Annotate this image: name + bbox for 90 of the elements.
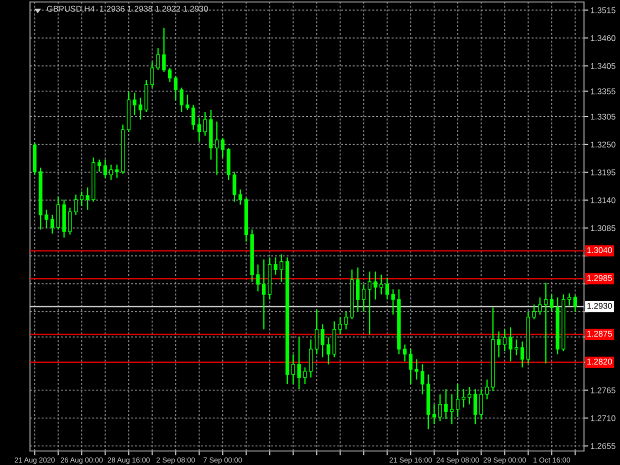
candlestick <box>438 394 442 422</box>
ref-line-label: 1.2985 <box>587 275 612 281</box>
y-tick-label: 1.2765 <box>590 387 616 394</box>
candlestick <box>192 104 196 130</box>
candlestick <box>473 388 478 425</box>
candlestick <box>420 364 424 395</box>
candlestick <box>344 311 348 330</box>
candlestick <box>468 386 472 405</box>
candlestick <box>414 358 418 380</box>
candlestick <box>44 209 48 228</box>
candlestick <box>56 196 60 230</box>
candlestick <box>432 404 436 425</box>
candlestick <box>502 328 507 352</box>
y-tick-label: 1.3195 <box>590 169 616 176</box>
y-tick-label: 1.3250 <box>590 142 616 148</box>
candlestick <box>186 94 190 111</box>
candlestick <box>280 254 284 282</box>
candlestick <box>180 87 184 113</box>
candlestick <box>238 188 242 206</box>
candlestick <box>368 270 372 336</box>
candlestick <box>74 194 78 216</box>
candlestick <box>98 158 102 172</box>
candlestick <box>356 266 360 312</box>
candlestick <box>109 164 113 180</box>
candlestick <box>444 388 448 420</box>
candlestick <box>256 264 260 292</box>
y-tick-label: 1.3085 <box>590 225 616 232</box>
candlestick <box>567 292 572 306</box>
candlestick <box>86 186 90 210</box>
candlestick <box>314 308 319 355</box>
candlestick <box>326 336 330 365</box>
candlestick <box>68 207 72 236</box>
candlestick <box>508 326 512 362</box>
candlestick <box>462 388 466 408</box>
candlestick <box>456 383 460 418</box>
chart-title: GBPUSD,H4 1.2936 1.2938 1.2922 1.2930 <box>47 6 208 13</box>
candlestick <box>303 366 307 385</box>
candlestick <box>485 378 489 400</box>
y-tick-label: 1.3355 <box>590 88 616 94</box>
y-tick-label: 1.3405 <box>590 63 616 69</box>
candlestick <box>544 282 548 364</box>
candlestick <box>538 296 542 316</box>
candlestick <box>309 338 313 378</box>
candlestick <box>232 171 236 202</box>
candlestick <box>50 214 54 234</box>
candlestick <box>374 270 378 300</box>
candlestick <box>80 190 84 206</box>
candlestick <box>338 316 342 336</box>
candlestick <box>391 288 395 316</box>
candlestick <box>138 97 142 120</box>
candlestick <box>291 354 296 385</box>
candlestick <box>403 344 407 362</box>
candlestick <box>380 274 384 296</box>
y-tick-label: 1.2710 <box>590 415 616 422</box>
candlestick <box>297 336 301 390</box>
candlestick <box>450 394 454 425</box>
ref-line-label: 1.2820 <box>587 358 612 365</box>
y-tick-label: 1.3460 <box>590 35 616 42</box>
candlestick <box>385 277 390 300</box>
candlestick <box>168 67 172 83</box>
candlestick <box>573 294 578 312</box>
candlestick <box>532 304 536 320</box>
candlestick <box>408 348 413 385</box>
candlestick <box>150 61 154 88</box>
candlestick <box>514 338 518 356</box>
candlestick <box>115 164 119 178</box>
candlestick <box>197 116 202 142</box>
ref-line-label: 1.2930 <box>587 302 612 309</box>
y-tick-label: 1.3140 <box>590 197 616 204</box>
y-tick-label: 1.3515 <box>590 7 616 14</box>
candlestick <box>103 158 108 178</box>
candlestick <box>496 330 501 358</box>
y-tick-label: 1.2655 <box>590 443 616 450</box>
candlestick <box>320 324 324 358</box>
candlestick <box>203 111 207 136</box>
candlestick <box>520 340 524 368</box>
ref-line-label: 1.2875 <box>587 330 612 337</box>
candlestick <box>479 388 484 420</box>
candlestick <box>132 92 136 116</box>
candlestick <box>174 75 178 100</box>
candlestick <box>215 120 219 176</box>
candlestick <box>156 47 160 71</box>
candlestick <box>362 284 366 312</box>
ref-line-label: 1.3040 <box>587 247 612 254</box>
y-tick-label: 1.3305 <box>590 114 616 120</box>
candlestick <box>550 294 554 312</box>
candlestick <box>220 137 225 158</box>
candlestick <box>262 258 266 330</box>
candlestick <box>162 27 166 73</box>
candlestick <box>274 256 278 276</box>
